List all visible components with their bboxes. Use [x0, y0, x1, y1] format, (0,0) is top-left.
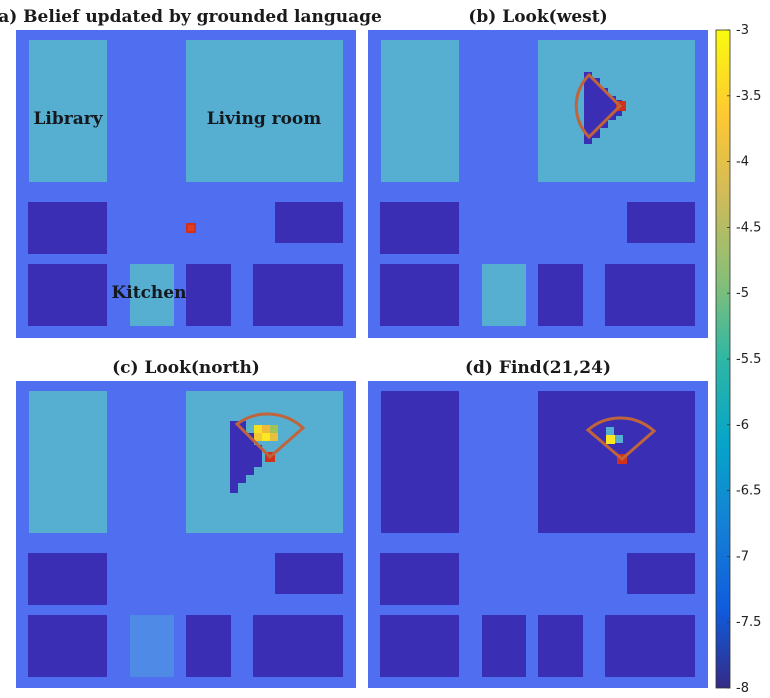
- panel-title-a: (a) Belief updated by grounded language: [0, 7, 382, 27]
- belief-cell: [230, 421, 238, 493]
- room-right-mid: [275, 202, 343, 243]
- room-bottom-left: [28, 264, 107, 326]
- room-living-room: [186, 40, 343, 182]
- colorbar-tick-label: -6.5: [736, 484, 761, 499]
- room-label-library: Library: [33, 109, 103, 129]
- colorbar-tick-label: -4: [736, 155, 749, 170]
- room-bottom-right: [253, 264, 343, 326]
- colorbar: -3 -3.5 -4 -4.5 -5 -5.5 -6 -6.5 -7 -7.5 -8: [715, 23, 761, 696]
- room-left-mid: [380, 553, 459, 605]
- colorbar-tick-label: -4.5: [736, 220, 761, 235]
- room-left-mid: [380, 202, 459, 254]
- room-library: [381, 40, 459, 182]
- room-bottom-small: [186, 615, 231, 677]
- room-right-mid: [627, 553, 695, 594]
- field-of-view-west: [574, 72, 623, 140]
- colorbar-tick-label: -6: [736, 418, 749, 433]
- room-living-room: [186, 391, 343, 533]
- belief-cell: [584, 72, 592, 144]
- belief-cell-high: [262, 425, 270, 433]
- room-library: [381, 391, 459, 533]
- room-right-mid: [275, 553, 343, 594]
- belief-cell-high: [270, 425, 278, 433]
- panel-a: (a) Belief updated by grounded language L…: [0, 7, 382, 338]
- field-of-view-north: [585, 416, 657, 461]
- colorbar-tick-label: -5.5: [736, 352, 761, 367]
- room-right-mid: [627, 202, 695, 243]
- colorbar-tick-label: -3: [736, 23, 749, 38]
- room-left-mid: [28, 553, 107, 605]
- belief-cell-high: [254, 425, 262, 433]
- panel-title-d: (d) Find(21,24): [465, 358, 611, 378]
- room-library: [29, 40, 107, 182]
- colorbar-tick-label: -3.5: [736, 89, 761, 104]
- belief-cell-high: [246, 425, 254, 433]
- room-bottom-right: [605, 615, 695, 677]
- belief-cell: [608, 96, 616, 120]
- room-bottom-right: [253, 615, 343, 677]
- belief-cell-high: [270, 433, 278, 441]
- colorbar-tick-label: -8: [736, 681, 749, 696]
- room-living-room: [538, 391, 695, 533]
- belief-cell-high: [606, 427, 614, 435]
- room-left-mid: [28, 202, 107, 254]
- panel-title-c: (c) Look(north): [112, 358, 260, 378]
- room-bottom-left: [380, 264, 459, 326]
- belief-cell-high: [262, 433, 270, 441]
- panel-c: (c) Look(north): [16, 358, 356, 688]
- belief-cell-high: [254, 433, 262, 441]
- panel-title-b: (b) Look(west): [468, 7, 607, 27]
- field-of-view-north: [234, 412, 306, 460]
- belief-cell: [600, 88, 608, 128]
- room-label-living-room: Living room: [207, 109, 322, 129]
- room-kitchen: [482, 615, 526, 677]
- belief-cell-peak: [606, 435, 615, 444]
- colorbar-tick-label: -7: [736, 549, 749, 564]
- colorbar-tick-label: -5: [736, 286, 749, 301]
- room-library: [29, 391, 107, 533]
- panel-d: (d) Find(21,24): [368, 358, 708, 688]
- robot-marker-core: [188, 225, 194, 231]
- room-kitchen: [482, 264, 526, 326]
- colorbar-tick-label: -7.5: [736, 615, 761, 630]
- room-bottom-left: [28, 615, 107, 677]
- belief-cell: [254, 445, 262, 467]
- panels-layer: (a) Belief updated by grounded language L…: [0, 7, 708, 688]
- belief-cell: [238, 421, 246, 483]
- belief-cell: [246, 433, 254, 475]
- room-kitchen: [130, 264, 174, 326]
- panel-b: (b) Look(west): [368, 7, 708, 338]
- room-kitchen: [130, 615, 174, 677]
- room-label-kitchen: Kitchen: [112, 283, 187, 303]
- room-bottom-right: [605, 264, 695, 326]
- room-bottom-small: [538, 615, 583, 677]
- room-bottom-small: [186, 264, 231, 326]
- belief-cell-high: [615, 435, 623, 443]
- room-bottom-small: [538, 264, 583, 326]
- belief-cell: [592, 78, 600, 138]
- room-bottom-left: [380, 615, 459, 677]
